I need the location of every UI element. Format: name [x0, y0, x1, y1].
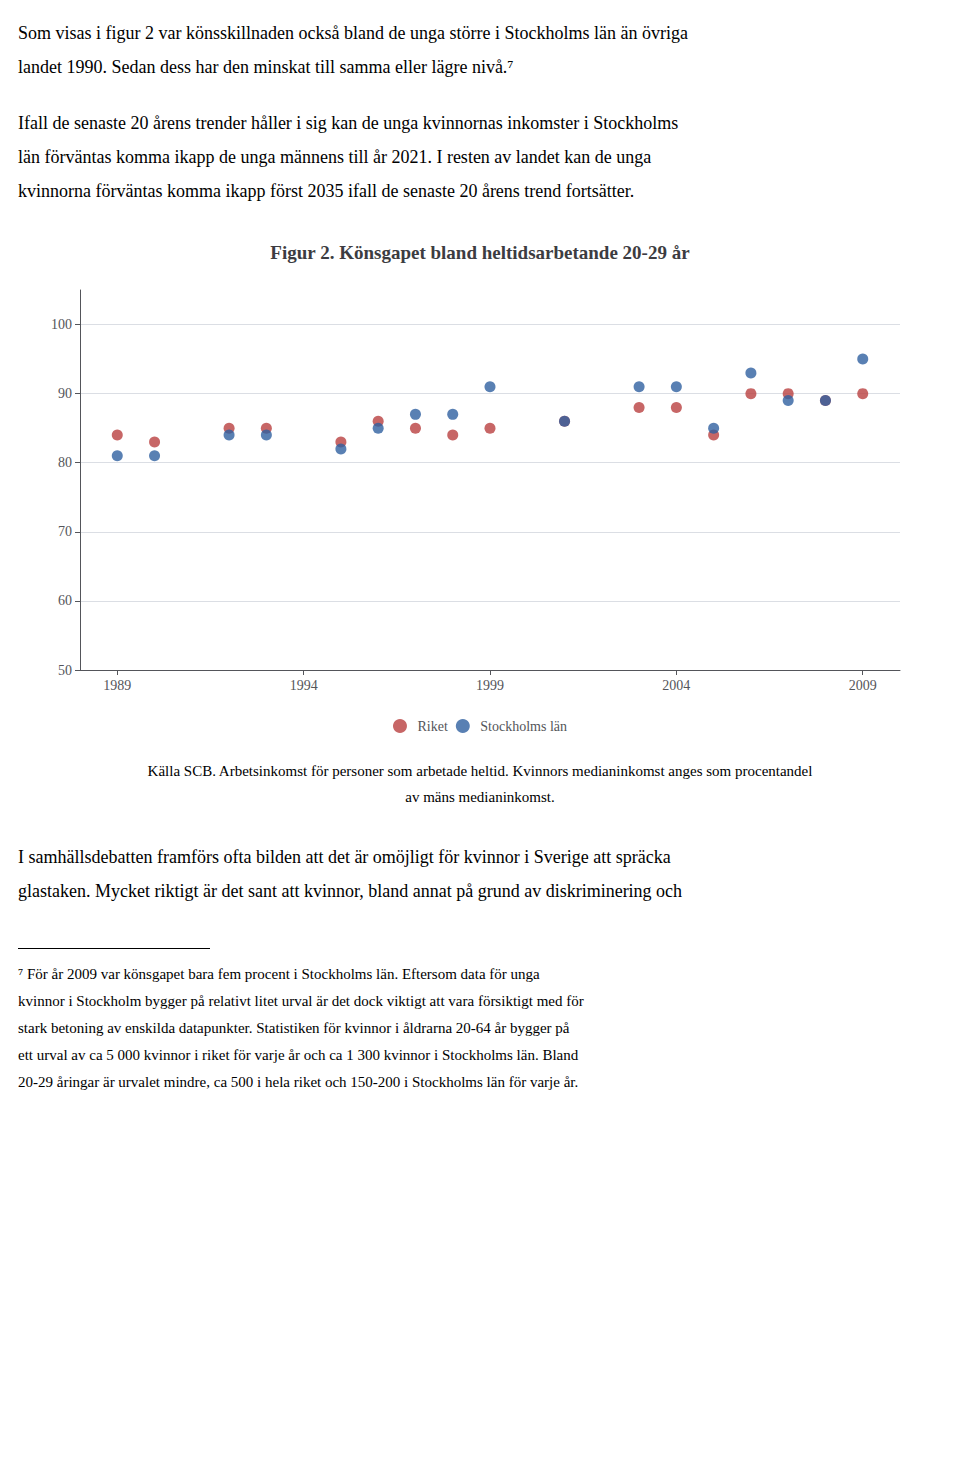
html-text:Ifall de senaste 20 årens tren: Ifall de senaste 20 årens trender håller… [18, 113, 679, 133]
svg-text:Figur 2. Könsgapet bland helti: Figur 2. Könsgapet bland heltidsarbetand… [270, 242, 690, 263]
svg-text:1999: 1999 [476, 678, 504, 693]
html-text:stark betoning av enskilda dat: stark betoning av enskilda datapunkter. … [18, 1020, 570, 1036]
svg-text:1994: 1994 [290, 678, 318, 693]
svg-text:2009: 2009 [849, 678, 877, 693]
html-text:landet 1990. Sedan dess har de: landet 1990. Sedan dess har den minskat … [18, 57, 514, 77]
svg-text:50: 50 [58, 663, 72, 678]
html-text:kvinnorna förväntas komma ikap: kvinnorna förväntas komma ikapp först 20… [18, 181, 635, 201]
svg-text:Stockholms län: Stockholms län [480, 719, 567, 734]
svg-text:90: 90 [58, 386, 72, 401]
svg-text:Riket: Riket [417, 719, 447, 734]
html-text:Som visas i figur 2 var könssk: Som visas i figur 2 var könsskillnaden o… [18, 23, 688, 43]
svg-text:2004: 2004 [662, 678, 690, 693]
html-text:län förväntas komma ikapp de u: län förväntas komma ikapp de unga männen… [18, 147, 652, 167]
svg-text:100: 100 [51, 317, 72, 332]
svg-text:1989: 1989 [103, 678, 131, 693]
html-text:av mäns medianinkomst.: av mäns medianinkomst. [405, 789, 555, 805]
html-text:Källa SCB. Arbetsinkomst för p: Källa SCB. Arbetsinkomst för personer so… [147, 763, 813, 779]
svg-text:60: 60 [58, 593, 72, 608]
html-text:glastaken. Mycket riktigt är d: glastaken. Mycket riktigt är det sant at… [18, 881, 683, 901]
svg-text:80: 80 [58, 455, 72, 470]
html-text:ett urval av ca 5 000 kvinnor: ett urval av ca 5 000 kvinnor i riket fö… [18, 1047, 579, 1063]
html-text:kvinnor i Stockholm bygger på: kvinnor i Stockholm bygger på relativt l… [18, 993, 584, 1009]
html-text:I samhällsdebatten framförs of: I samhällsdebatten framförs ofta bilden … [18, 847, 671, 867]
html-text:⁷ För år 2009 var könsgapet ba: ⁷ För år 2009 var könsgapet bara fem pro… [18, 966, 540, 982]
svg-text:70: 70 [58, 524, 72, 539]
html-text:20-29 åringar är urvalet mindr: 20-29 åringar är urvalet mindre, ca 500 … [18, 1074, 579, 1090]
